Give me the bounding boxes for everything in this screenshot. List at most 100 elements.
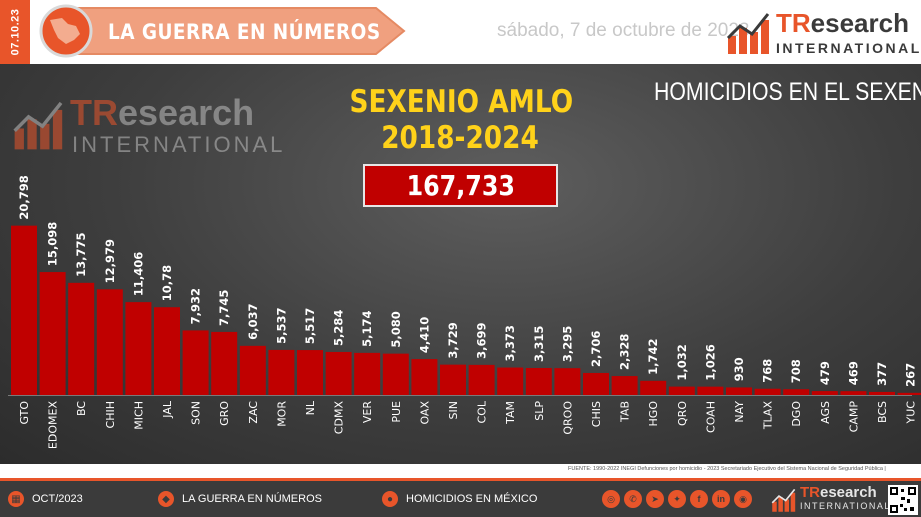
value-label-tam: 3,373	[503, 325, 517, 361]
value-label-yuc: 267	[904, 363, 918, 387]
twitter-icon[interactable]: ✦	[668, 490, 686, 508]
source-strip: FUENTE: 1990-2022 INEGI Defunciones por …	[0, 464, 921, 478]
category-label-oax: OAX	[418, 401, 431, 425]
title-banner: LA GUERRA EN NÚMEROS	[36, 4, 406, 58]
total-value: 167,733	[406, 169, 515, 202]
category-label-sin: SIN	[447, 401, 460, 419]
globe-icon[interactable]: ◎	[602, 490, 620, 508]
bar-qroo	[554, 368, 581, 395]
category-label-tam: TAM	[504, 401, 517, 425]
value-label-bcs: 377	[875, 362, 889, 386]
category-label-mich: MICH	[132, 401, 145, 430]
category-label-nl: NL	[304, 400, 317, 415]
bar-chih	[96, 289, 123, 395]
bar-nl	[297, 350, 323, 395]
bar-col	[468, 364, 495, 395]
category-label-edomex: EDOMEX	[47, 401, 60, 450]
category-label-camp: CAMP	[847, 401, 860, 433]
value-label-qroo: 3,295	[560, 326, 574, 362]
bar-yuc	[897, 392, 921, 395]
footer-topic: HOMICIDIOS EN MÉXICO	[406, 493, 538, 505]
telegram-icon[interactable]: ➤	[646, 490, 664, 508]
category-label-cdmx: CDMX	[333, 401, 346, 435]
value-label-qro: 1,032	[675, 344, 689, 380]
bar-tam	[497, 367, 524, 395]
category-label-gto: GTO	[18, 401, 31, 425]
value-label-edomex: 15,098	[46, 222, 60, 266]
qr-code-icon	[890, 487, 916, 513]
mexico-map-icon	[50, 18, 80, 44]
footer-section: LA GUERRA EN NÚMEROS	[182, 493, 322, 505]
category-label-qroo: QROO	[561, 401, 574, 435]
value-label-bc: 13,775	[74, 232, 88, 276]
category-label-tab: TAB	[619, 401, 632, 423]
brand-chart-icon	[726, 13, 770, 54]
value-label-tlax: 768	[761, 359, 775, 383]
value-label-pue: 5,080	[389, 311, 403, 347]
footer-section-item: ◆ LA GUERRA EN NÚMEROS	[158, 491, 322, 507]
value-label-nay: 930	[732, 357, 746, 381]
bar-zac	[239, 345, 266, 395]
bar-bc	[68, 282, 95, 395]
category-label-coah: COAH	[704, 401, 717, 433]
chart-title-line1: SEXENIO AMLO	[349, 84, 574, 120]
bar-camp	[840, 391, 867, 395]
banner-shape	[39, 4, 406, 58]
category-label-dgo: DGO	[790, 401, 803, 427]
bar-pue	[382, 353, 409, 395]
footer-brand-logo: TResearch INTERNATIONAL	[770, 484, 889, 516]
value-label-dgo: 708	[789, 359, 803, 383]
side-date-tab: 07.10.23	[0, 0, 30, 64]
category-label-col: COL	[476, 400, 489, 423]
category-label-chih: CHIH	[104, 401, 117, 428]
bar-mor	[268, 349, 295, 395]
category-label-gro: GRO	[218, 401, 231, 426]
value-label-coah: 1,026	[703, 344, 717, 380]
header: 07.10.23 LA GUERRA EN NÚMEROS sábado, 7 …	[0, 0, 921, 64]
bar-chis	[583, 372, 609, 395]
bar-tab	[611, 376, 638, 395]
category-label-slp: SLP	[533, 401, 546, 421]
linkedin-icon[interactable]: in	[712, 490, 730, 508]
category-label-son: SON	[190, 401, 203, 425]
footer-date-item: ▦ OCT/2023	[8, 491, 83, 507]
category-label-ags: AGS	[819, 401, 832, 424]
watermark-chart-icon	[13, 101, 63, 150]
bar-sin	[440, 364, 466, 395]
category-label-zac: ZAC	[247, 401, 260, 424]
whatsapp-icon[interactable]: ✆	[624, 490, 642, 508]
facebook-icon[interactable]: f	[690, 490, 708, 508]
bar-qro	[668, 386, 695, 395]
footer-brand-international: INTERNATIONAL	[800, 501, 891, 511]
bar-slp	[525, 368, 552, 395]
bar-nay	[726, 387, 752, 395]
watermark-name: TResearch	[70, 92, 255, 133]
bar-ver	[354, 352, 381, 395]
chart-panel: TResearch INTERNATIONAL SEXENIO AMLO 201…	[0, 64, 921, 464]
category-label-nay: NAY	[733, 401, 746, 423]
value-label-mor: 5,537	[274, 308, 288, 344]
header-date: sábado, 7 de octubre de 2023	[497, 20, 750, 41]
value-label-cdmx: 5,284	[332, 310, 346, 346]
footer-date: OCT/2023	[32, 493, 83, 505]
bar-oax	[411, 359, 438, 395]
value-label-sin: 3,729	[446, 322, 460, 358]
category-label-pue: PUE	[390, 401, 403, 423]
value-label-jal: 10,78	[160, 265, 174, 301]
category-label-jal: JAL	[161, 400, 174, 419]
value-label-gro: 7,745	[217, 290, 231, 326]
value-label-oax: 4,410	[417, 317, 431, 353]
bar-tlax	[754, 388, 781, 395]
value-label-nl: 5,517	[303, 308, 317, 344]
value-label-ver: 5,174	[360, 310, 374, 346]
category-label-hgo: HGO	[647, 401, 660, 427]
value-label-chih: 12,979	[103, 239, 117, 283]
value-label-zac: 6,037	[246, 303, 260, 339]
bar-chart: 20,798 GTO 15,098 EDOMEX 13,775 BC 12,979 CHIH 1…	[8, 175, 921, 450]
value-label-col: 3,699	[475, 322, 489, 358]
total-box: 167,733	[363, 164, 558, 207]
instagram-icon[interactable]: ◉	[734, 490, 752, 508]
qr-code[interactable]	[888, 485, 918, 515]
category-label-ver: VER	[361, 401, 374, 423]
footer: ▦ OCT/2023 ◆ LA GUERRA EN NÚMEROS ● HOMI…	[0, 478, 921, 517]
